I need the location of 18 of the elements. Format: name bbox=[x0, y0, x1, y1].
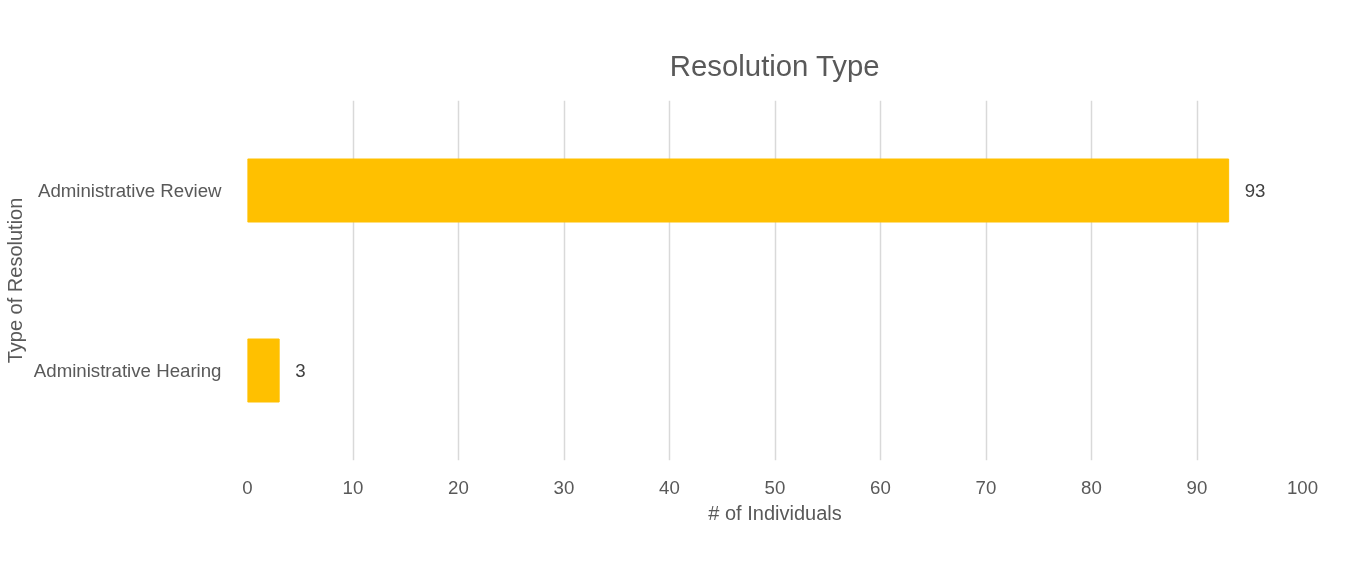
y-tick-label: Administrative Hearing bbox=[33, 360, 222, 381]
x-tick-label: 40 bbox=[659, 476, 680, 498]
chart-title: Resolution Type bbox=[669, 48, 880, 82]
x-tick-label: 30 bbox=[553, 476, 575, 498]
x-tick-label: 90 bbox=[1186, 476, 1208, 498]
x-tick-label: 70 bbox=[975, 476, 997, 498]
x-axis-title: # of Individuals bbox=[708, 501, 842, 524]
y-axis-title: Type of Resolution bbox=[3, 197, 26, 364]
data-label: 3 bbox=[295, 360, 306, 381]
y-tick-label: Administrative Review bbox=[37, 180, 223, 201]
x-tick-label: 100 bbox=[1286, 476, 1319, 498]
x-tick-label: 60 bbox=[870, 476, 891, 498]
x-tick-label: 50 bbox=[764, 476, 786, 498]
x-tick-label: 20 bbox=[448, 476, 469, 498]
x-tick-label: 10 bbox=[342, 476, 364, 498]
data-label: 93 bbox=[1244, 180, 1266, 201]
x-tick-label: 80 bbox=[1081, 476, 1102, 498]
x-tick-label: 0 bbox=[242, 476, 253, 498]
